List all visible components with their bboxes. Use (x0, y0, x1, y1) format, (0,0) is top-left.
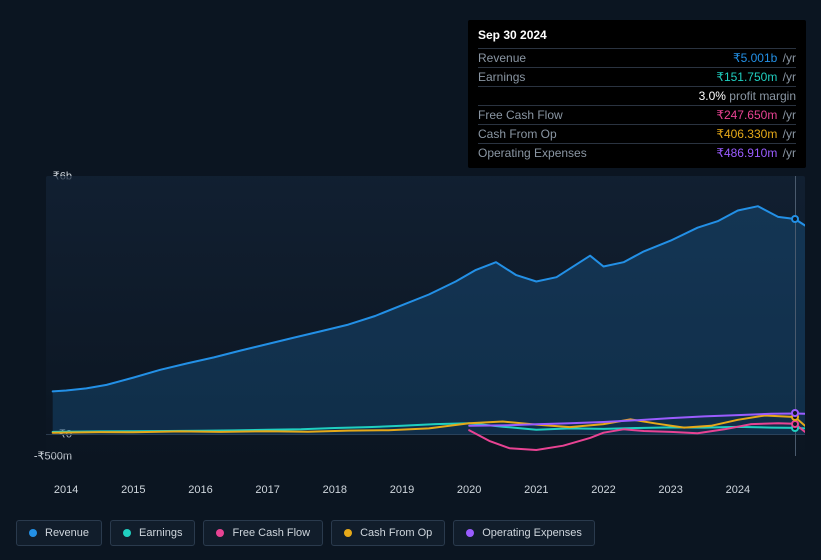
series-marker (791, 215, 799, 223)
tooltip-metric-value: ₹247.650m /yr (716, 108, 796, 122)
legend-label: Revenue (45, 527, 89, 539)
tooltip-metric-label: Cash From Op (478, 127, 557, 141)
legend-item-cash-from-op[interactable]: Cash From Op (331, 520, 445, 546)
legend-item-free-cash-flow[interactable]: Free Cash Flow (203, 520, 323, 546)
legend-item-operating-expenses[interactable]: Operating Expenses (453, 520, 595, 546)
chart-svg (46, 176, 805, 456)
x-axis-label: 2014 (54, 484, 78, 496)
x-axis-label: 2016 (188, 484, 212, 496)
legend-swatch (466, 529, 474, 537)
tooltip-row: Earnings ₹151.750m /yr (478, 68, 796, 87)
tooltip-metric-label: Free Cash Flow (478, 108, 563, 122)
x-axis-label: 2019 (390, 484, 414, 496)
legend-swatch (344, 529, 352, 537)
legend-item-earnings[interactable]: Earnings (110, 520, 195, 546)
legend-swatch (216, 529, 224, 537)
tooltip-metric-value: ₹486.910m /yr (716, 146, 796, 160)
tooltip-metric-label: Operating Expenses (478, 146, 587, 160)
x-axis-label: 2024 (726, 484, 750, 496)
tooltip-date: Sep 30 2024 (478, 26, 796, 49)
tooltip-metric-value: ₹151.750m /yr (716, 70, 796, 84)
legend-label: Operating Expenses (482, 527, 582, 539)
financials-chart[interactable]: ₹6b₹0-₹500m 2014201520162017201820192020… (16, 160, 805, 480)
tooltip-metric-label: Revenue (478, 51, 526, 65)
x-axis-label: 2020 (457, 484, 481, 496)
series-area-revenue (53, 206, 805, 434)
x-axis-label: 2023 (658, 484, 682, 496)
data-tooltip: Sep 30 2024 Revenue ₹5.001b /yr Earnings ₹1… (468, 20, 806, 168)
x-axis-label: 2015 (121, 484, 145, 496)
tooltip-row: Free Cash Flow ₹247.650m /yr (478, 106, 796, 125)
legend-item-revenue[interactable]: Revenue (16, 520, 102, 546)
tooltip-subrow: 3.0% profit margin (478, 87, 796, 106)
legend-swatch (123, 529, 131, 537)
x-axis-label: 2018 (323, 484, 347, 496)
legend-label: Earnings (139, 527, 182, 539)
x-axis-label: 2017 (255, 484, 279, 496)
x-axis-label: 2021 (524, 484, 548, 496)
tooltip-row: Cash From Op ₹406.330m /yr (478, 125, 796, 144)
legend: Revenue Earnings Free Cash Flow Cash From O… (16, 520, 595, 546)
legend-label: Free Cash Flow (232, 527, 310, 539)
tooltip-metric-label: Earnings (478, 70, 525, 84)
series-marker (791, 409, 799, 417)
x-axis-label: 2022 (591, 484, 615, 496)
tooltip-metric-value: ₹406.330m /yr (716, 127, 796, 141)
legend-swatch (29, 529, 37, 537)
legend-label: Cash From Op (360, 527, 432, 539)
tooltip-metric-value: ₹5.001b /yr (733, 51, 796, 65)
tooltip-row: Revenue ₹5.001b /yr (478, 49, 796, 68)
